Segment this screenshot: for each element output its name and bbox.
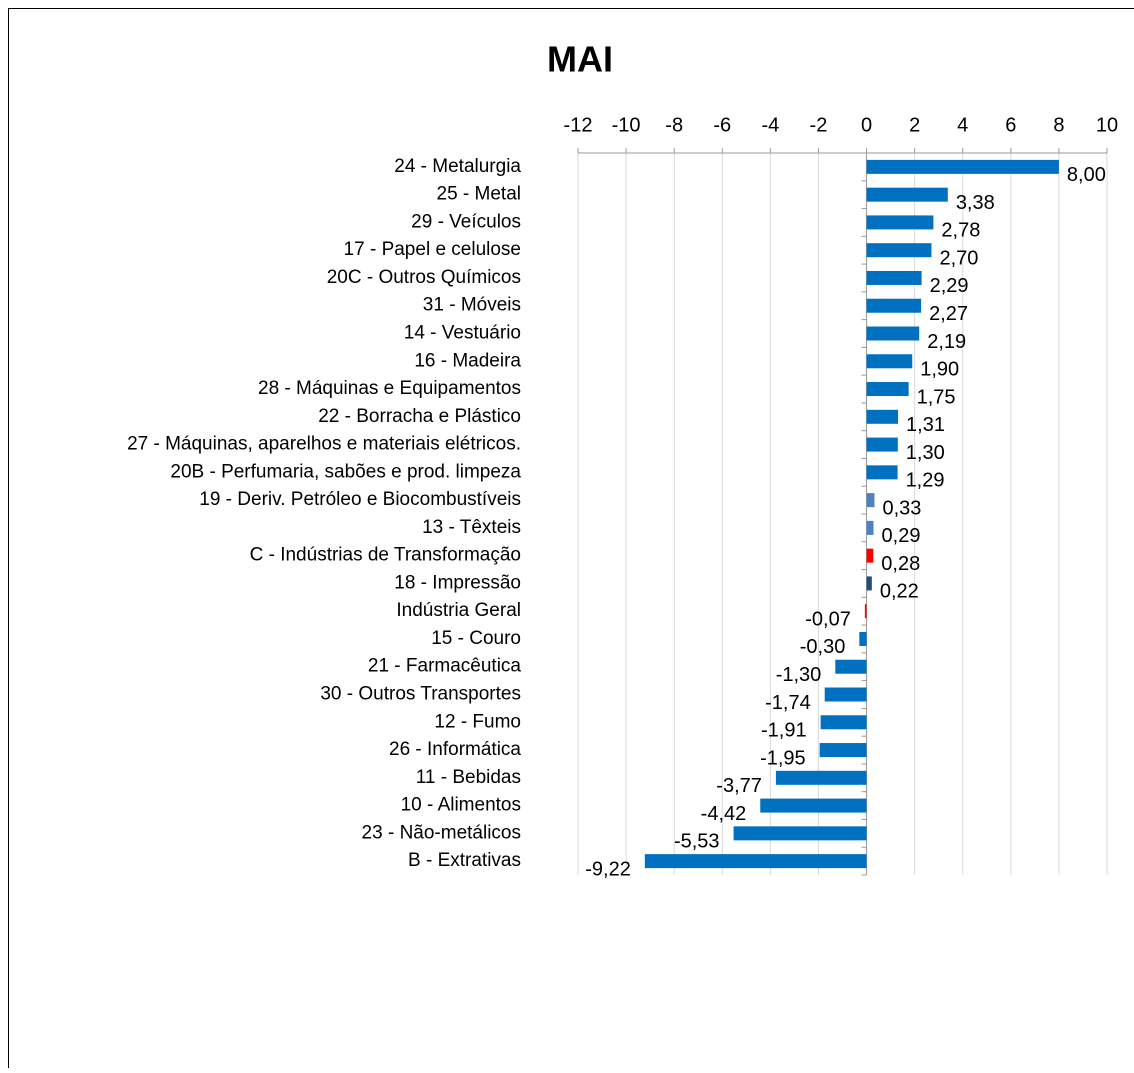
x-tick-label: 10 [1096,114,1118,136]
value-label: -0,30 [800,636,846,658]
category-label: 19 - Deriv. Petróleo e Biocombustíveis [199,489,521,510]
bar [734,826,867,840]
category-label: Indústria Geral [396,600,521,621]
x-tick-label: 6 [1005,114,1016,136]
bar [859,632,866,646]
value-label: -4,42 [701,803,747,825]
bar [867,382,909,396]
value-label: 3,38 [956,192,995,214]
x-tick-label: -8 [665,114,683,136]
value-label: -1,95 [760,747,806,769]
bar [760,799,866,813]
bar [867,549,874,563]
bar [825,688,867,702]
category-label: 23 - Não-metálicos [362,822,521,843]
value-label: 1,29 [906,470,945,492]
category-label: 28 - Máquinas e Equipamentos [258,378,521,399]
bar [867,438,898,452]
bar [867,465,898,479]
bar [820,743,867,757]
bar [867,493,875,507]
bar [821,715,867,729]
bar [867,160,1059,174]
value-label: -5,53 [674,831,720,853]
bar [835,660,866,674]
category-label: 22 - Borracha e Plástico [318,406,521,427]
value-label: 0,29 [882,525,921,547]
value-label: 0,33 [882,497,921,519]
value-label: 2,70 [939,247,978,269]
bar [867,327,920,341]
value-label: 1,31 [906,414,945,436]
bar [867,243,932,257]
category-label: 29 - Veículos [411,211,521,232]
x-tick-label: -6 [713,114,731,136]
category-label: 16 - Madeira [414,350,521,371]
category-label: 12 - Fumo [434,711,521,732]
value-label: 0,28 [881,553,920,575]
category-label: 31 - Móveis [423,295,521,316]
category-label: 26 - Informática [389,739,521,760]
bar [867,299,922,313]
value-label: 1,75 [917,386,956,408]
category-label: 17 - Papel e celulose [344,239,521,260]
value-label: -1,91 [761,720,807,742]
category-label: B - Extrativas [408,850,521,871]
value-label: -1,30 [776,664,822,686]
x-tick-label: -12 [564,114,593,136]
value-label: 2,19 [927,331,966,353]
bar [867,188,948,202]
value-label: 2,78 [941,220,980,242]
value-label: 0,22 [880,581,919,603]
category-label: 13 - Têxteis [422,517,521,538]
bar [865,604,867,618]
value-label: 8,00 [1067,164,1106,186]
category-label: 25 - Metal [437,184,521,205]
category-label: 15 - Couro [431,628,521,649]
category-label: 10 - Alimentos [401,795,521,816]
value-label: 1,90 [920,359,959,381]
bar [776,771,867,785]
chart-title: MAI [547,39,613,80]
category-label: 11 - Bebidas [416,767,521,788]
value-label: -9,22 [585,858,631,880]
value-label: 2,27 [929,303,968,325]
value-label: -0,07 [805,608,851,630]
category-label: 18 - Impressão [394,572,521,593]
category-label: 20B - Perfumaria, sabões e prod. limpeza [170,461,521,482]
x-tick-label: 0 [861,114,872,136]
bar [645,854,867,868]
category-label: C - Indústrias de Transformação [250,545,521,566]
value-label: -3,77 [716,775,762,797]
bar [867,215,934,229]
bar [867,576,872,590]
category-label: 30 - Outros Transportes [320,684,521,705]
bar [867,271,922,285]
value-label: 1,30 [906,442,945,464]
x-tick-label: 4 [957,114,968,136]
category-label: 27 - Máquinas, aparelhos e materiais elé… [127,434,521,455]
category-label: 24 - Metalurgia [394,156,521,177]
x-tick-label: -4 [761,114,779,136]
bar [867,354,913,368]
bar [867,410,898,424]
x-tick-label: -2 [810,114,828,136]
value-label: -1,74 [765,692,811,714]
bar [867,521,874,535]
x-tick-label: -10 [612,114,641,136]
category-label: 14 - Vestuário [404,323,521,344]
x-tick-label: 2 [909,114,920,136]
value-label: 2,29 [930,275,969,297]
category-label: 21 - Farmacêutica [368,656,522,677]
category-label: 20C - Outros Químicos [327,267,521,288]
x-tick-label: 8 [1053,114,1064,136]
